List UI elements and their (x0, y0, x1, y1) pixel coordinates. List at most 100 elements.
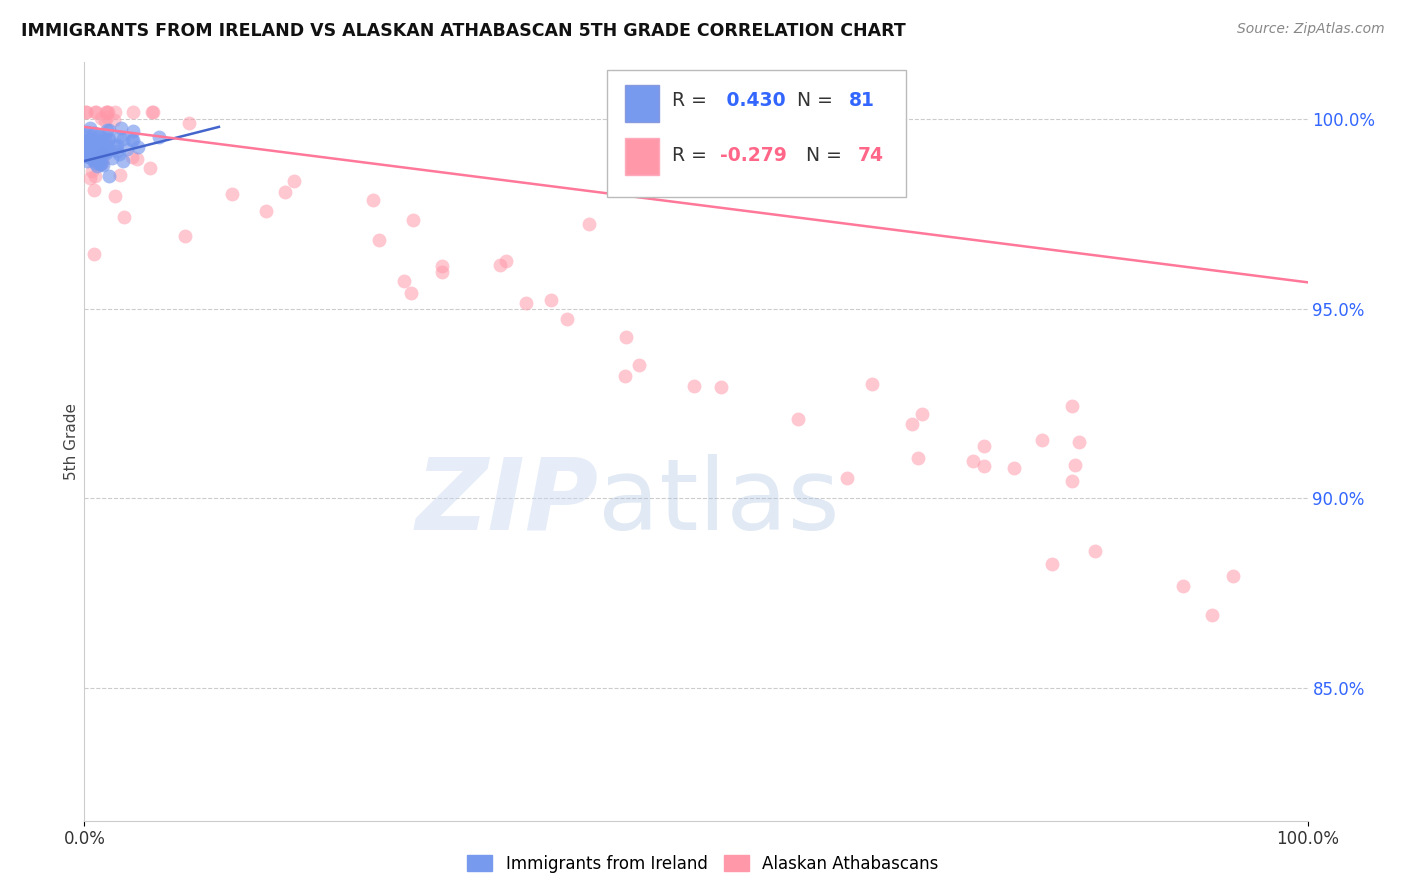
Point (1060, 399, 1083, 413)
Point (93, 145, 115, 159)
Point (84, 133, 107, 147)
Text: atlas: atlas (598, 454, 839, 550)
Point (141, 104, 163, 119)
Point (75, 140, 97, 154)
Point (83, 104, 105, 119)
Point (489, 258, 512, 272)
Point (89, 128, 111, 142)
Point (83, 136, 105, 151)
Point (283, 174, 305, 188)
Bar (626, 138, 659, 175)
Point (89, 157, 111, 171)
Point (1084, 543, 1107, 558)
Point (907, 450, 929, 465)
Point (112, 154, 135, 169)
Point (82, 164, 104, 178)
Text: ZIP: ZIP (415, 454, 598, 550)
Point (1002, 460, 1025, 475)
Point (363, 193, 385, 207)
Point (121, 104, 143, 119)
Point (86, 139, 108, 153)
Point (101, 151, 124, 165)
Point (628, 358, 651, 372)
Point (110, 169, 132, 183)
Point (91, 136, 114, 150)
Point (84, 105, 107, 120)
Point (97, 142, 120, 156)
Point (121, 150, 143, 164)
Point (1040, 558, 1063, 572)
Point (368, 233, 391, 247)
Point (75, 129, 97, 144)
Point (910, 407, 932, 421)
Point (1201, 608, 1223, 623)
Point (111, 132, 134, 146)
Point (96, 104, 118, 119)
Point (121, 133, 143, 147)
Point (94, 145, 117, 160)
Point (83, 247, 105, 261)
Point (115, 142, 138, 156)
Point (122, 123, 145, 137)
Point (1062, 474, 1084, 488)
Point (76, 149, 98, 163)
Point (77, 148, 100, 162)
Point (97, 123, 120, 137)
Point (86, 145, 108, 159)
Point (274, 186, 297, 200)
Point (105, 137, 128, 152)
Point (1063, 458, 1085, 472)
Point (75, 104, 97, 119)
Point (91, 136, 114, 151)
Point (221, 186, 243, 201)
Point (90, 112, 112, 126)
Point (1031, 434, 1053, 448)
Point (75, 140, 97, 154)
Point (80, 151, 103, 165)
Point (614, 369, 637, 384)
Point (107, 144, 129, 158)
Point (96, 122, 118, 136)
Text: N =: N = (786, 91, 839, 110)
Text: 0.430: 0.430 (720, 91, 786, 110)
Point (142, 104, 165, 119)
Point (76, 124, 98, 138)
Point (139, 161, 162, 176)
Point (83, 140, 105, 154)
Point (557, 312, 579, 326)
Point (96, 110, 118, 124)
Point (432, 265, 454, 279)
Point (91, 158, 114, 172)
Point (901, 417, 924, 432)
Point (77, 148, 100, 162)
Point (148, 129, 170, 144)
Y-axis label: 5th Grade: 5th Grade (63, 403, 79, 480)
Point (97, 132, 120, 146)
Point (75, 137, 97, 152)
Point (75, 104, 97, 119)
Point (84, 153, 107, 168)
Point (430, 259, 453, 273)
Point (76, 145, 98, 159)
Point (87, 155, 110, 169)
Point (97, 133, 120, 147)
Bar (626, 86, 659, 121)
Point (80, 141, 103, 155)
Point (104, 189, 127, 203)
Text: IMMIGRANTS FROM IRELAND VS ALASKAN ATHABASCAN 5TH GRADE CORRELATION CHART: IMMIGRANTS FROM IRELAND VS ALASKAN ATHAB… (21, 22, 905, 40)
Point (107, 146, 129, 161)
Text: 74: 74 (858, 146, 883, 165)
Point (73, 138, 96, 153)
Text: Source: ZipAtlas.com: Source: ZipAtlas.com (1237, 22, 1385, 37)
Point (392, 274, 415, 288)
Point (256, 204, 278, 219)
Point (96, 144, 118, 158)
Point (93, 132, 115, 146)
Point (787, 412, 810, 426)
Point (79, 171, 101, 186)
Point (614, 330, 637, 344)
Point (87, 130, 110, 145)
Point (77, 148, 100, 162)
Point (79, 136, 101, 151)
Point (73, 146, 96, 161)
